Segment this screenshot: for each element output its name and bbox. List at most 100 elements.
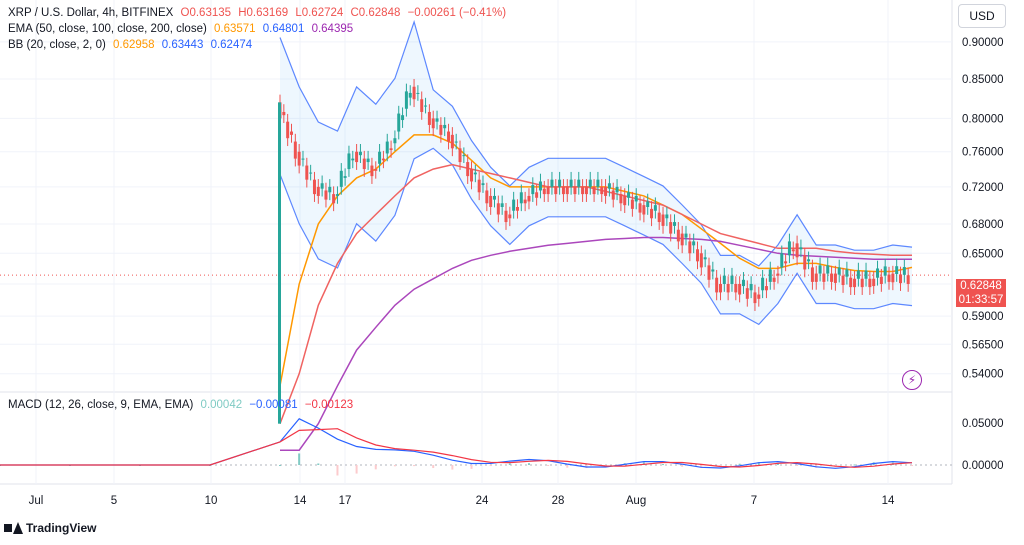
legend-ema-label: EMA (50, close, 100, close, 200, close): [8, 23, 207, 35]
candle-body: [305, 165, 309, 180]
candle-body: [860, 278, 864, 288]
time-tick-label: Aug: [626, 495, 646, 507]
candle-body: [730, 275, 734, 284]
macd-histogram-bar: [336, 465, 339, 476]
candle-body: [684, 233, 688, 238]
candle-body: [458, 148, 462, 163]
legend-ema100: 0.64801: [262, 23, 305, 35]
currency-button[interactable]: USD: [958, 4, 1006, 28]
candle-body: [891, 273, 895, 283]
macd-histogram-bar: [738, 463, 741, 465]
candle-body: [841, 275, 845, 286]
candle-body: [397, 113, 401, 132]
candle-body: [692, 241, 696, 246]
candle-body: [569, 179, 573, 187]
candle-body: [335, 194, 339, 196]
price-tick-label: 0.56500: [962, 339, 1004, 351]
candle-body: [853, 278, 857, 288]
candle-body: [784, 261, 788, 264]
candle-body: [328, 186, 332, 193]
candle-body: [699, 253, 703, 268]
candle-body: [531, 185, 535, 195]
candle-body: [661, 214, 665, 226]
candle-body: [738, 283, 742, 295]
candle-body: [584, 186, 588, 195]
candle-body: [477, 179, 481, 193]
candle-body: [550, 179, 554, 187]
candle-body: [761, 277, 765, 291]
candle-body: [715, 277, 719, 293]
candle-body: [902, 267, 906, 275]
candle-body: [607, 183, 611, 189]
macd-histogram-bar: [393, 465, 396, 467]
candle-body: [906, 275, 910, 284]
price-tick-label: 0.76000: [962, 147, 1004, 159]
legend-bb-basis: 0.62958: [113, 39, 155, 51]
legend-bb-label: BB (20, close, 2, 0): [8, 39, 106, 51]
candle-body: [619, 194, 623, 204]
time-tick-label: 14: [882, 495, 895, 507]
legend-macd-hist: 0.00042: [200, 399, 243, 411]
macd-histogram-bar: [489, 465, 492, 467]
candle-body: [289, 131, 293, 135]
macd-histogram-bar: [355, 465, 358, 474]
candle-body: [895, 266, 899, 274]
candle-body: [404, 91, 408, 109]
candle-body: [523, 199, 527, 204]
lightning-icon[interactable]: ⚡︎: [902, 370, 922, 390]
candle-body: [470, 169, 474, 182]
time-tick-label: 10: [205, 495, 218, 507]
candle-body: [381, 158, 385, 161]
candle-body: [650, 208, 654, 219]
macd-histogram-bar: [374, 465, 377, 470]
candle-body: [492, 195, 496, 200]
macd-tick-label: 0.05000: [962, 418, 1004, 430]
macd-histogram-bar: [470, 465, 473, 469]
macd-histogram-bar: [527, 463, 530, 465]
countdown-tag: 01:33:57: [956, 293, 1006, 307]
candle-body: [810, 267, 814, 282]
candle-body: [378, 151, 382, 164]
candle-body: [753, 292, 757, 304]
legend-bb-upper: 0.63443: [161, 39, 204, 51]
candle-body: [424, 105, 428, 107]
macd-signal-line: [0, 428, 913, 468]
candle-body: [450, 134, 454, 149]
candle-body: [485, 190, 489, 204]
candle-body: [741, 279, 745, 287]
candle-body: [634, 195, 638, 202]
candle-body: [320, 183, 324, 189]
candle-body: [347, 153, 351, 170]
candle-body: [899, 274, 903, 284]
macd-histogram-bar: [566, 465, 569, 468]
legend-low: L0.62724: [295, 7, 344, 19]
candle-body: [535, 192, 539, 198]
candle-body: [680, 233, 684, 246]
candle-body: [795, 243, 799, 258]
candle-body: [561, 186, 565, 195]
macd-histogram-bar: [298, 453, 301, 465]
candle-body: [420, 99, 424, 112]
candle-body: [768, 269, 772, 282]
time-tick-label: 7: [751, 495, 757, 507]
candle-body: [500, 203, 504, 208]
candle-body: [343, 176, 347, 178]
candle-body: [638, 203, 642, 213]
macd-histogram-bar: [719, 465, 722, 467]
candle-body: [362, 158, 366, 170]
candle-body: [734, 283, 738, 293]
candle-body: [688, 241, 692, 254]
candle-body: [355, 151, 359, 163]
candle-body: [558, 179, 562, 187]
candle-body: [581, 186, 585, 195]
candle-body: [592, 186, 596, 195]
candle-body: [515, 207, 519, 211]
candle-body: [538, 181, 542, 191]
candle-body: [780, 253, 784, 268]
macd-histogram-bar: [796, 465, 799, 466]
candle-body: [439, 124, 443, 135]
candle-body: [887, 274, 891, 282]
candle-body: [332, 194, 336, 204]
legend-ema200: 0.64395: [311, 23, 354, 35]
